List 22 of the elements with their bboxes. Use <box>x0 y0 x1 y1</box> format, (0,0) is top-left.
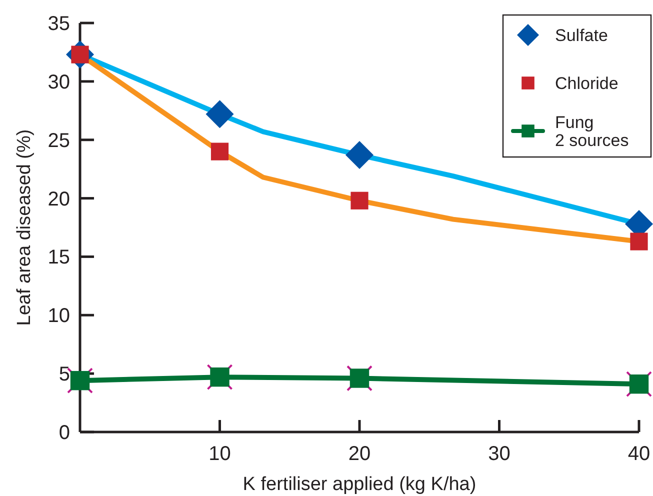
x-tick-label: 20 <box>348 443 371 465</box>
y-axis-title: Leaf area diseased (%) <box>14 129 35 326</box>
x-tick-label: 40 <box>628 443 650 465</box>
point <box>346 141 374 170</box>
y-tick-label: 10 <box>48 305 70 328</box>
point <box>206 100 234 128</box>
y-tick-label: 20 <box>48 188 70 210</box>
y-tick-label: 35 <box>48 13 70 35</box>
y-tick-label: 5 <box>58 364 70 386</box>
y-tick-label: 15 <box>48 246 70 269</box>
legend-label: Chloride <box>555 74 618 93</box>
y-tick-label: 30 <box>48 71 70 94</box>
x-axis-title: K fertiliser applied (kg K/ha) <box>242 474 476 495</box>
point <box>350 192 368 210</box>
x-tick-label: 30 <box>488 443 510 465</box>
y-tick-label: 25 <box>48 130 70 152</box>
point <box>630 232 648 250</box>
legend-label: Fung 2 sources <box>555 112 629 150</box>
x-tick-label: 10 <box>208 443 231 465</box>
point <box>210 142 229 160</box>
y-tick-label: 0 <box>58 422 70 444</box>
legend-label: Sulfate <box>555 26 608 45</box>
